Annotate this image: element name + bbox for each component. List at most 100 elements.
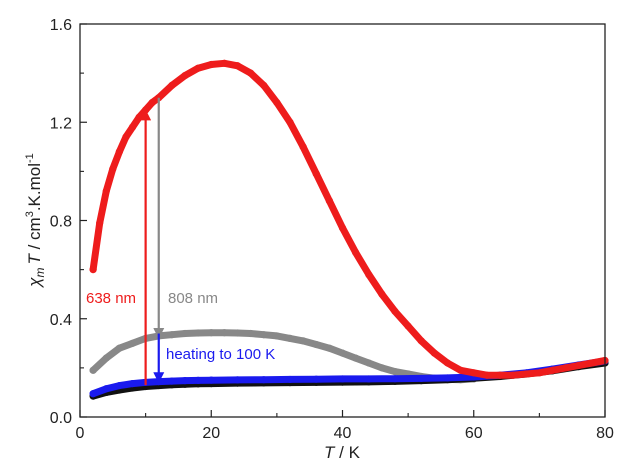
series-0-point xyxy=(220,59,228,67)
series-0-point xyxy=(273,99,281,107)
series-0-point xyxy=(194,64,202,72)
series-1-point xyxy=(102,354,110,362)
series-1-point xyxy=(233,329,242,337)
series-0 xyxy=(89,59,609,379)
series-3-point xyxy=(417,374,425,383)
series-1-point xyxy=(325,344,333,352)
series-3-point xyxy=(312,375,320,383)
series-0-point xyxy=(299,143,307,151)
ticks: 0 20 40 60 80 0.0 0.4 0.8 1.2 1.6 xyxy=(50,17,614,442)
series-0-point xyxy=(142,106,150,114)
series-0-point xyxy=(575,361,583,370)
y-axis-title-chi: χ xyxy=(25,277,44,289)
series-3-point xyxy=(194,376,202,385)
series-1-point xyxy=(286,334,294,342)
y-axis-title-sup2: -1 xyxy=(24,153,36,163)
series-3-line xyxy=(89,357,609,398)
series-1-point xyxy=(207,329,215,337)
series-0-point xyxy=(89,266,97,274)
series-0-point xyxy=(548,366,557,374)
series-1-point xyxy=(194,329,202,337)
y-tick-label: 1.2 xyxy=(50,115,72,132)
series-0-point xyxy=(325,197,333,205)
series-0-line xyxy=(89,59,609,379)
series-1-point xyxy=(391,367,399,376)
series-3 xyxy=(89,357,609,398)
series-0-point xyxy=(522,370,530,378)
series-0-point xyxy=(135,113,143,121)
series-3-point xyxy=(207,376,215,384)
annotation-heating: heating to 100 K xyxy=(166,346,275,363)
y-axis-title-sup1: 3 xyxy=(24,211,36,217)
series-0-point xyxy=(496,371,504,379)
series-1-point xyxy=(365,359,373,367)
series-0-point xyxy=(483,371,491,379)
series-0-point xyxy=(509,371,517,379)
series-0-point xyxy=(260,81,268,90)
annotation-808nm: 808 nm xyxy=(168,290,218,307)
x-tick-label: 20 xyxy=(202,425,220,442)
series-1-point xyxy=(220,329,228,337)
x-axis-title-unit: / K xyxy=(334,443,360,462)
series-0-point xyxy=(365,270,373,279)
y-axis-title-var: T xyxy=(25,253,44,265)
series-0-point xyxy=(338,224,347,232)
y-tick-label: 0.4 xyxy=(50,312,72,329)
series-3-point xyxy=(89,390,97,398)
series-3-point xyxy=(365,375,373,383)
series-0-point xyxy=(391,307,399,315)
series-0-point xyxy=(96,219,104,227)
series-1-point xyxy=(128,339,137,347)
series-0-point xyxy=(233,62,242,70)
series-1-point xyxy=(168,331,176,339)
y-axis-title-sub: m xyxy=(33,268,47,278)
series-layer xyxy=(89,59,609,400)
series-1-point xyxy=(260,331,268,339)
annotation-638nm: 638 nm xyxy=(86,290,136,307)
y-axis-title-unit2: .K.mol xyxy=(25,163,44,211)
series-3-point xyxy=(260,376,268,384)
series-0-point xyxy=(417,337,425,345)
series-3-point xyxy=(102,385,110,393)
series-1-point xyxy=(378,364,386,372)
series-0-point xyxy=(115,148,123,156)
series-3-point xyxy=(443,374,452,382)
series-1-point xyxy=(115,344,123,352)
series-0-point xyxy=(443,359,452,367)
y-tick-label: 0.8 xyxy=(50,214,72,231)
annotation-arrows xyxy=(140,97,165,386)
series-1-point xyxy=(273,332,281,340)
series-0-point xyxy=(562,364,570,372)
series-1-point xyxy=(247,329,255,338)
x-tick-label: 0 xyxy=(76,425,85,442)
series-0-point xyxy=(168,81,176,90)
series-0-point xyxy=(312,170,320,178)
series-0-point xyxy=(109,165,117,173)
series-3-point xyxy=(128,379,137,388)
series-0-point xyxy=(404,322,412,330)
series-3-point xyxy=(391,375,399,383)
series-1-point xyxy=(352,354,360,362)
series-1-point xyxy=(312,340,320,349)
x-tick-label: 40 xyxy=(334,425,352,442)
series-0-point xyxy=(430,349,438,357)
series-0-point xyxy=(535,369,543,377)
x-tick-label: 80 xyxy=(596,425,614,442)
series-0-point xyxy=(457,366,465,374)
y-tick-label: 0.0 xyxy=(50,410,72,427)
series-0-point xyxy=(470,369,478,377)
series-3-point xyxy=(233,376,242,384)
series-0-point xyxy=(181,71,189,80)
series-0-point xyxy=(207,60,215,69)
series-0-point xyxy=(128,123,137,131)
series-3-point xyxy=(181,377,189,385)
series-3-point xyxy=(338,375,347,383)
y-axis-title-unit1: / cm xyxy=(25,217,44,254)
x-axis-title: T / K xyxy=(324,443,361,462)
series-3-point xyxy=(168,377,176,385)
series-1-point xyxy=(338,349,347,357)
series-0-point xyxy=(247,69,255,77)
y-axis-title: χmT / cm3.K.mol-1 xyxy=(24,153,47,289)
series-1-point xyxy=(181,329,189,338)
